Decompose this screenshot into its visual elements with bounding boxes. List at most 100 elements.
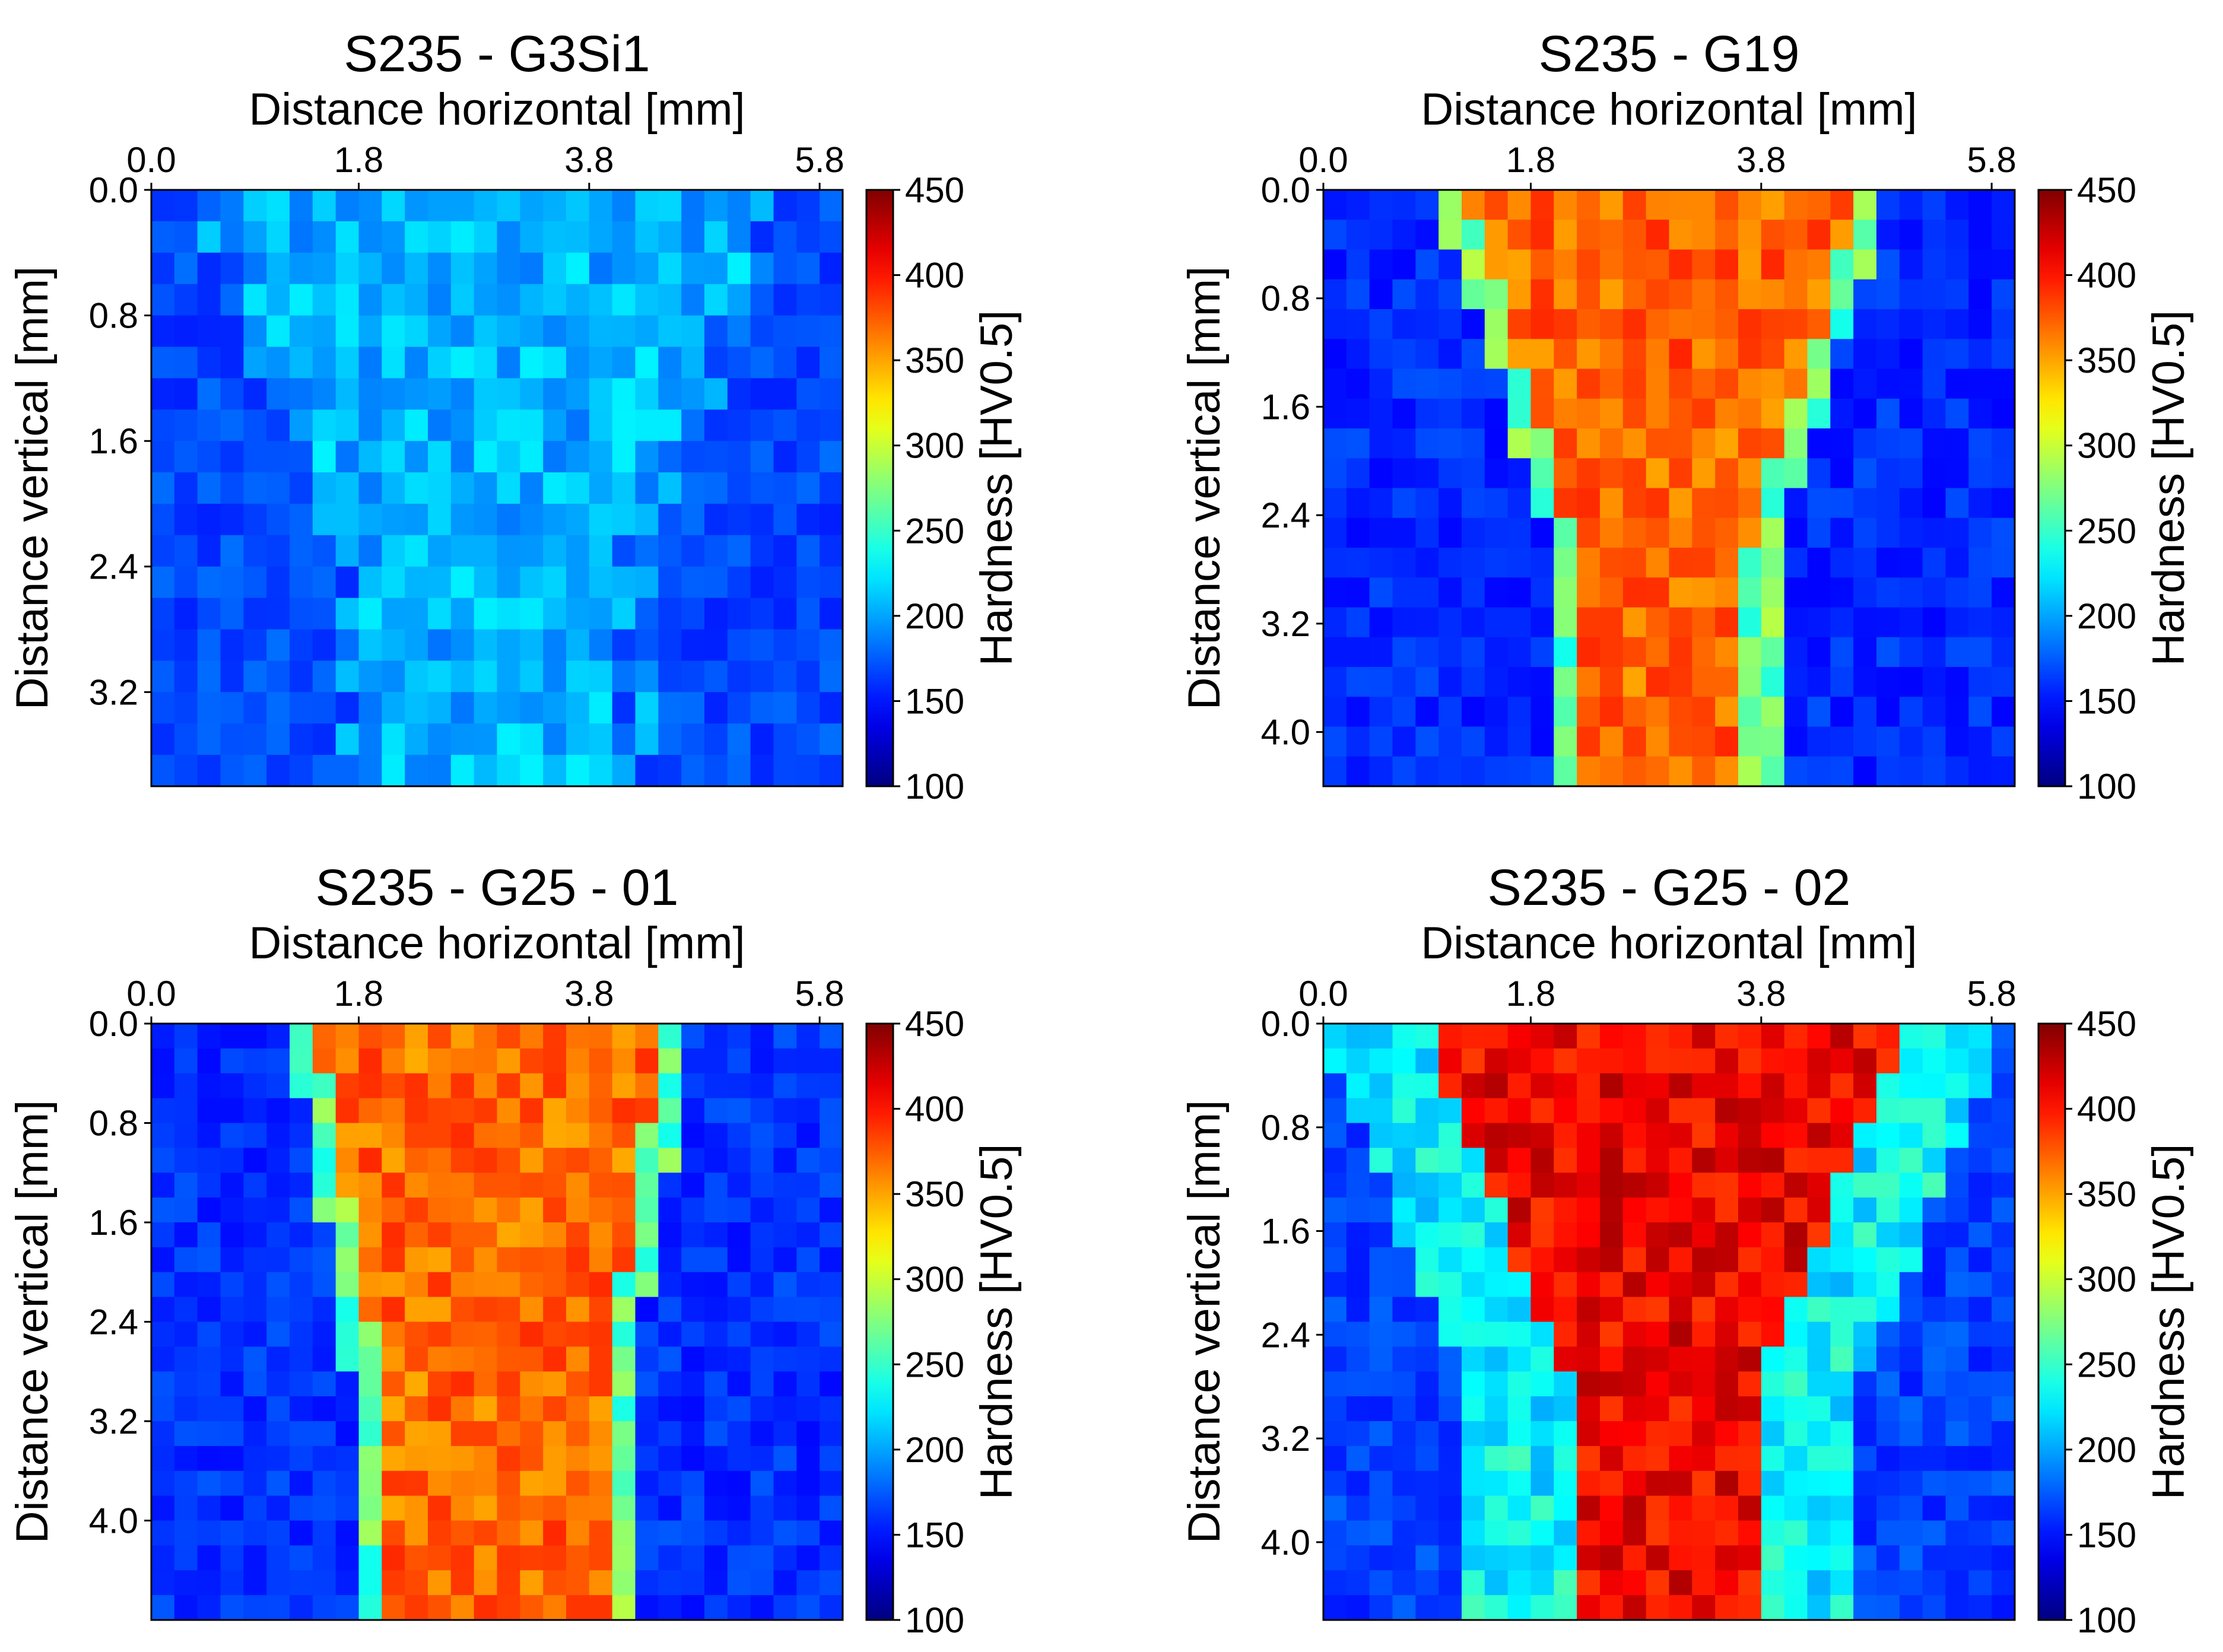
heatmap-cell xyxy=(1669,607,1692,638)
heatmap-cell xyxy=(566,1346,590,1372)
heatmap-cell xyxy=(358,378,382,410)
heatmap-cell xyxy=(151,190,175,222)
heatmap-cell xyxy=(1462,1371,1485,1397)
heatmap-cell xyxy=(1554,428,1577,459)
heatmap-cell xyxy=(820,755,843,787)
heatmap-cell xyxy=(1369,756,1393,787)
heatmap-cell xyxy=(727,629,751,662)
heatmap-cell xyxy=(1346,339,1370,370)
heatmap-cell xyxy=(1484,1098,1509,1124)
heatmap-cell xyxy=(474,1520,498,1546)
heatmap-cell xyxy=(543,409,567,441)
heatmap-cell xyxy=(312,1148,336,1173)
heatmap-cell xyxy=(358,1297,382,1323)
heatmap-cell xyxy=(312,1197,336,1223)
heatmap-cell xyxy=(1346,1197,1370,1223)
heatmap-cell xyxy=(450,409,475,441)
heatmap-cell xyxy=(1484,1173,1509,1198)
heatmap-cell xyxy=(1554,190,1577,220)
heatmap-cell xyxy=(1830,190,1854,220)
heatmap-cell xyxy=(1462,756,1485,787)
heatmap-cell xyxy=(405,1272,428,1298)
heatmap-cell xyxy=(197,1396,221,1422)
heatmap-cell xyxy=(612,472,636,504)
heatmap-cell xyxy=(1830,726,1854,757)
heatmap-cell xyxy=(1392,1098,1416,1124)
heatmap-cell xyxy=(1462,697,1485,727)
heatmap-cell xyxy=(589,315,613,348)
heatmap-cell xyxy=(1346,1446,1370,1472)
heatmap-cell xyxy=(681,1148,705,1173)
heatmap-cell xyxy=(428,1446,452,1472)
heatmap-cell xyxy=(1738,398,1762,429)
heatmap-cell xyxy=(1392,1595,1416,1621)
heatmap-cell xyxy=(1323,1148,1347,1173)
heatmap-cell xyxy=(1600,1098,1624,1124)
heatmap-cell xyxy=(1622,398,1647,429)
heatmap-cell xyxy=(658,441,682,473)
heatmap-cell xyxy=(1507,667,1532,697)
heatmap-cell xyxy=(1530,190,1554,220)
heatmap-cell xyxy=(704,347,728,379)
heatmap-cell xyxy=(474,1148,498,1173)
heatmap-cell xyxy=(1992,667,2015,697)
heatmap-cell xyxy=(382,1024,405,1049)
heatmap-cell xyxy=(1669,1595,1692,1621)
heatmap-cell xyxy=(704,221,728,253)
heatmap-cell xyxy=(1669,1495,1692,1521)
heatmap-cell xyxy=(566,1073,590,1099)
heatmap-cell xyxy=(750,566,774,599)
heatmap-cell xyxy=(1346,548,1370,578)
heatmap-cell xyxy=(543,1098,567,1124)
heatmap-cell xyxy=(727,1098,751,1124)
heatmap-cell xyxy=(243,441,267,473)
heatmap-cell xyxy=(428,1421,452,1447)
x-tick-label: 0.0 xyxy=(126,140,176,180)
heatmap-cell xyxy=(1507,398,1532,429)
heatmap-cell xyxy=(1922,428,1946,459)
heatmap-cell xyxy=(197,1148,221,1173)
heatmap-cell xyxy=(612,1048,636,1074)
heatmap-cell xyxy=(312,1247,336,1273)
colorbar-tick-label: 250 xyxy=(905,511,964,551)
heatmap-cell xyxy=(290,1495,313,1521)
heatmap-cell xyxy=(1507,1321,1532,1347)
heatmap-cell xyxy=(1715,577,1739,608)
heatmap-cell xyxy=(1507,637,1532,668)
heatmap-cell xyxy=(796,660,820,692)
heatmap-cell xyxy=(1992,488,2015,519)
heatmap-cell xyxy=(635,629,659,662)
heatmap-cell xyxy=(1323,1595,1347,1621)
heatmap-cell xyxy=(1646,1421,1670,1447)
heatmap-cell xyxy=(1392,607,1416,638)
y-tick-label: 3.2 xyxy=(89,1402,138,1441)
heatmap-cell xyxy=(1715,190,1739,220)
heatmap-cell xyxy=(1507,220,1532,250)
heatmap-cell xyxy=(1554,1396,1577,1422)
heatmap-cell xyxy=(1507,1247,1532,1273)
heatmap-cell xyxy=(358,1098,382,1124)
heatmap-cell xyxy=(589,1595,613,1621)
heatmap-cell xyxy=(1853,1024,1877,1049)
heatmap-cell xyxy=(1761,1545,1785,1571)
heatmap-cell xyxy=(612,284,636,316)
heatmap-cell xyxy=(1462,726,1485,757)
heatmap-cell xyxy=(1922,697,1946,727)
heatmap-cell xyxy=(151,503,175,536)
heatmap-cell xyxy=(1323,1098,1347,1124)
heatmap-cell xyxy=(1646,1024,1670,1049)
colorbar-tick-label: 150 xyxy=(2077,1515,2136,1555)
heatmap-cell xyxy=(681,409,705,441)
heatmap-cell xyxy=(1968,756,1992,787)
heatmap-cell xyxy=(1415,1346,1439,1372)
chart-title: S235 - G19 xyxy=(1539,26,1800,82)
heatmap-cell xyxy=(1369,607,1393,638)
heatmap-cell xyxy=(1922,1024,1946,1049)
heatmap-cell xyxy=(1646,1520,1670,1546)
heatmap-cell xyxy=(1807,577,1831,608)
heatmap-cell xyxy=(1692,1346,1716,1372)
x-tick-label: 3.8 xyxy=(1736,974,1786,1014)
heatmap-cell xyxy=(312,378,336,410)
heatmap-cell xyxy=(1438,309,1462,339)
